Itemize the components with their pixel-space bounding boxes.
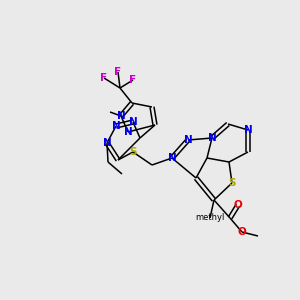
Text: N: N	[129, 117, 137, 127]
Text: O: O	[234, 200, 242, 210]
Text: N: N	[124, 127, 132, 137]
Text: N: N	[208, 133, 216, 143]
Text: O: O	[238, 227, 246, 237]
Text: N: N	[184, 135, 192, 145]
Text: N: N	[117, 111, 125, 121]
Text: F: F	[114, 67, 122, 77]
Text: F: F	[100, 73, 108, 83]
Text: F: F	[129, 75, 137, 85]
Text: S: S	[228, 178, 236, 188]
Text: N: N	[112, 121, 120, 131]
Text: S: S	[129, 147, 137, 157]
Text: N: N	[168, 153, 176, 163]
Text: N: N	[103, 138, 111, 148]
Text: methyl: methyl	[195, 214, 225, 223]
Text: N: N	[244, 125, 252, 135]
